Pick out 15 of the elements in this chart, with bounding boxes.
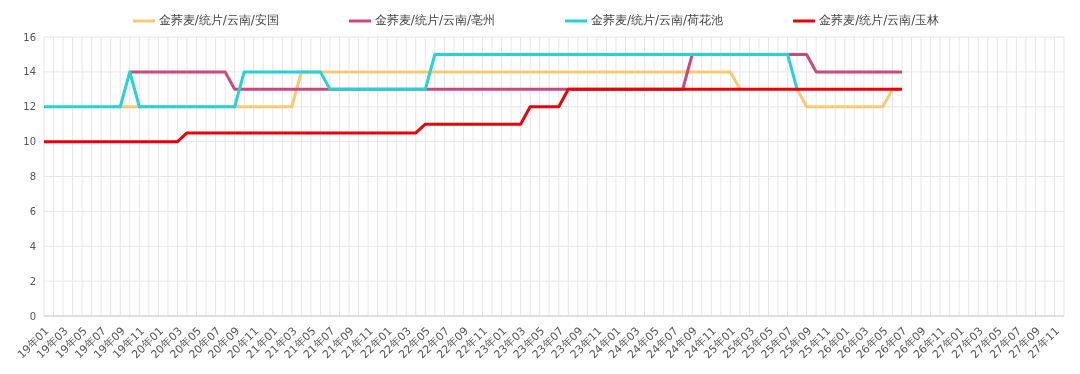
legend-label: 金荞麦/统片/云南/荷花池	[591, 12, 724, 29]
y-tick-label: 14	[23, 66, 36, 78]
y-tick-label: 2	[29, 275, 36, 287]
y-tick-label: 12	[23, 101, 36, 113]
y-tick-label: 10	[23, 136, 36, 148]
y-tick-label: 16	[23, 31, 36, 43]
y-tick-label: 4	[29, 240, 36, 252]
line-series	[44, 52, 799, 109]
legend-label: 金荞麦/统片/云南/亳州	[374, 12, 495, 29]
legend-label: 金荞麦/统片/云南/安国	[158, 12, 279, 29]
line-series	[44, 87, 904, 144]
y-tick-label: 8	[29, 171, 36, 183]
y-tick-label: 6	[29, 205, 36, 217]
y-tick-label: 0	[29, 310, 36, 322]
legend-label: 金荞麦/统片/云南/玉林	[819, 12, 940, 29]
